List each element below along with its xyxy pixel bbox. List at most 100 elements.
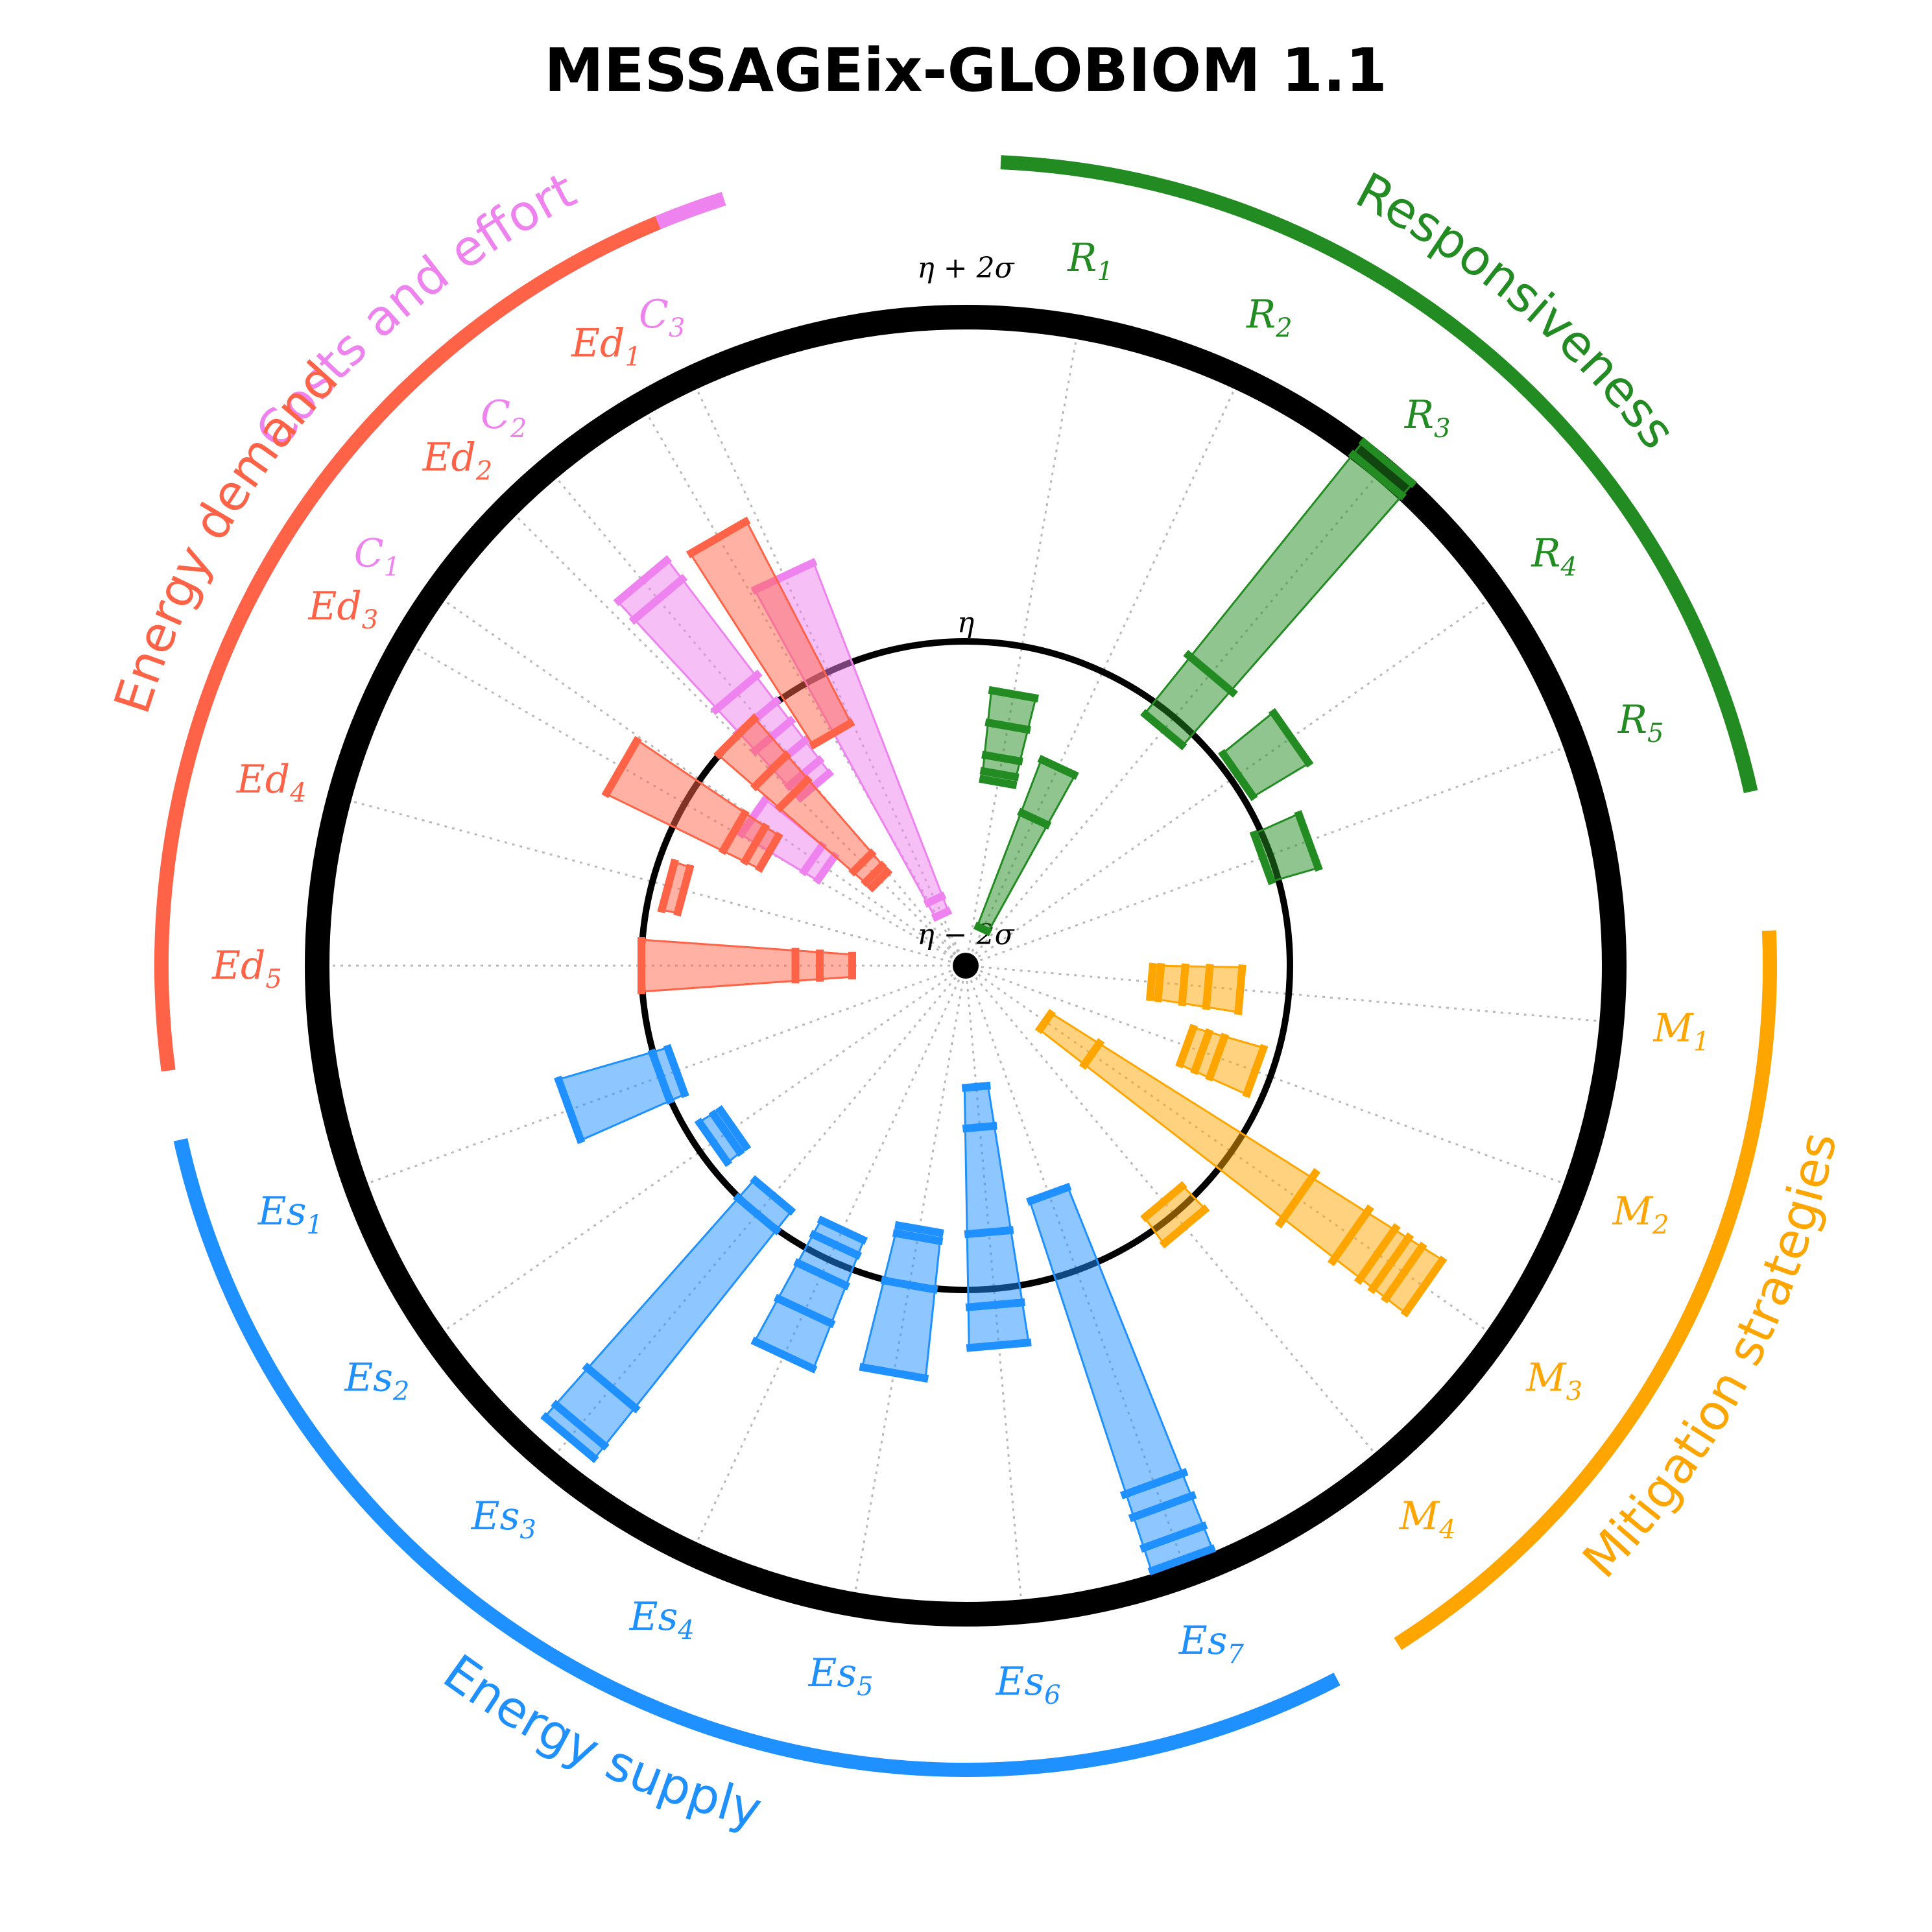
indicator-tick-r1-4 — [979, 767, 1020, 781]
indicator-tick-ed4-1 — [657, 858, 679, 914]
indicator-tick-m4-1 — [1159, 1204, 1210, 1249]
indicator-tick-es5-2 — [880, 1276, 938, 1294]
indicator-label-m2: M2 — [1612, 1189, 1669, 1240]
indicator-tick-es4-2 — [773, 1293, 836, 1329]
indicator-tick-m2-2 — [1190, 1028, 1214, 1075]
indicator-tick-m1-2 — [1154, 962, 1165, 1003]
indicator-label-es2: Es2 — [344, 1355, 409, 1407]
indicator-tick-r3-2 — [1348, 449, 1407, 501]
indicator-label-c1: C1 — [354, 531, 400, 582]
indicator-label-m3: M3 — [1525, 1355, 1582, 1407]
indicator-tick-r5-1 — [1294, 810, 1323, 872]
indicator-tick-c2-3 — [710, 669, 763, 715]
group-arc-m — [1394, 930, 1777, 1651]
group-label-es: Energy supply — [433, 1643, 767, 1839]
indicator-marks-es3 — [540, 1175, 796, 1464]
indicator-tick-m3-1 — [1400, 1256, 1448, 1318]
indicator-tick-es6-4 — [962, 1121, 997, 1133]
chart-title: MESSAGEix-GLOBIOM 1.1 — [544, 36, 1387, 105]
indicator-label-es6: Es6 — [996, 1659, 1061, 1710]
indicator-tick-es5-4 — [894, 1221, 944, 1237]
indicator-label-ed2: Ed2 — [422, 435, 493, 486]
indicator-tick-es4-4 — [809, 1230, 863, 1260]
indicator-tick-es1-1 — [554, 1075, 586, 1145]
indicator-marks-r2 — [973, 754, 1079, 936]
indicator-tick-m4-2 — [1140, 1181, 1187, 1222]
indicator-marks-es5 — [859, 1221, 944, 1383]
indicator-tick-es7-5 — [1026, 1182, 1072, 1206]
indicator-tick-es1-3 — [663, 1044, 689, 1099]
indicator-label-es4: Es4 — [629, 1594, 695, 1645]
indicator-tick-m3-3 — [1367, 1232, 1414, 1294]
indicator-marks-es1 — [554, 1044, 689, 1145]
indicator-tick-m1-1 — [1145, 962, 1157, 1001]
indicator-tick-r4-1 — [1269, 708, 1314, 768]
indicator-tick-ed1-1 — [686, 516, 751, 558]
indicator-label-es7: Es7 — [1178, 1618, 1245, 1669]
indicator-tick-es7-4 — [1119, 1468, 1189, 1499]
indicator-tick-r1-5 — [979, 774, 1018, 789]
indicator-tick-r2-3 — [973, 922, 993, 936]
indicator-tick-ed3-3 — [740, 822, 770, 866]
indicator-tick-ed2-2 — [750, 750, 792, 792]
indicator-marks-r5 — [1249, 810, 1323, 885]
indicator-tick-c3-2 — [923, 891, 947, 908]
indicator-tick-r1-1 — [988, 686, 1040, 703]
indicator-tick-r5-2 — [1249, 829, 1276, 885]
indicator-label-r4: R4 — [1531, 531, 1577, 582]
indicator-tick-m3-4 — [1354, 1222, 1401, 1285]
indicator-tick-es3-3 — [582, 1362, 641, 1414]
indicator-tick-es2-1 — [694, 1117, 733, 1167]
indicator-tick-r4-2 — [1218, 748, 1258, 802]
indicator-tick-es4-1 — [750, 1337, 818, 1374]
indicator-tick-ed3-2 — [718, 808, 750, 855]
indicator-marks-ed4 — [657, 858, 695, 917]
indicator-tick-ed2-6 — [866, 866, 893, 893]
ring-label-minus-2sigma: η − 2σ — [917, 918, 1015, 951]
group-label-r: Responsiveness — [1347, 161, 1687, 459]
indicator-label-m4: M4 — [1399, 1494, 1456, 1545]
indicator-marks — [540, 437, 1448, 1576]
indicator-tick-ed2-4 — [848, 848, 877, 877]
indicator-tick-m2-4 — [1242, 1044, 1269, 1099]
indicator-tick-m2-3 — [1205, 1032, 1230, 1082]
indicator-tick-m3-8 — [1034, 1008, 1056, 1034]
indicator-marks-ed5 — [638, 937, 856, 994]
indicator-tick-m3-7 — [1079, 1038, 1105, 1070]
indicator-label-es5: Es5 — [808, 1651, 874, 1702]
indicator-marks-m2 — [1175, 1023, 1269, 1099]
indicator-marks-r3 — [1140, 437, 1418, 750]
group-labels: Costs and effort ResponsivenessMitigation… — [102, 161, 1848, 1839]
indicator-tick-es3-1 — [540, 1412, 599, 1464]
center-point-eta-minus-2sigma — [953, 953, 979, 979]
indicator-tick-r3-4 — [1140, 709, 1187, 750]
indicator-tick-es1-2 — [647, 1048, 674, 1105]
indicator-tick-m1-5 — [1234, 964, 1246, 1016]
indicator-marks-es2 — [694, 1105, 752, 1167]
indicator-marks-m4 — [1140, 1181, 1210, 1249]
indicator-range-es5 — [861, 1224, 942, 1380]
group-arc-r — [1000, 155, 1758, 793]
indicator-tick-es7-2 — [1139, 1521, 1208, 1553]
group-arcs — [154, 155, 1777, 1777]
indicator-tick-c1-3 — [813, 851, 840, 885]
indicator-label-es3: Es3 — [471, 1494, 536, 1545]
indicator-label-r1: R1 — [1067, 235, 1114, 287]
indicator-tick-r3-3 — [1183, 650, 1238, 698]
indicator-tick-es7-1 — [1147, 1544, 1217, 1576]
indicator-tick-c3-3 — [931, 906, 953, 922]
indicator-label-es1: Es1 — [257, 1189, 323, 1240]
indicator-labels: C1 C2 C3 R1 R2 R3 R4 R5 M1 M2 M3 M4 Es1 Es2 Es3 Es4 Es5 E… — [211, 235, 1710, 1710]
indicator-tick-r2-2 — [1017, 807, 1052, 830]
indicator-tick-m1-4 — [1202, 964, 1214, 1010]
indicator-label-ed5: Ed5 — [211, 943, 282, 994]
indicator-tick-es6-1 — [966, 1338, 1032, 1352]
indicator-marks-es7 — [1026, 1182, 1217, 1576]
indicator-tick-es4-3 — [793, 1258, 851, 1291]
indicator-tick-ed4-2 — [673, 863, 695, 917]
indicator-marks-r1 — [979, 686, 1040, 789]
indicator-tick-ed2-1 — [713, 713, 759, 759]
indicator-range-es3 — [543, 1178, 793, 1461]
indicator-marks-es6 — [961, 1081, 1032, 1352]
indicator-tick-ed2-3 — [774, 774, 813, 813]
